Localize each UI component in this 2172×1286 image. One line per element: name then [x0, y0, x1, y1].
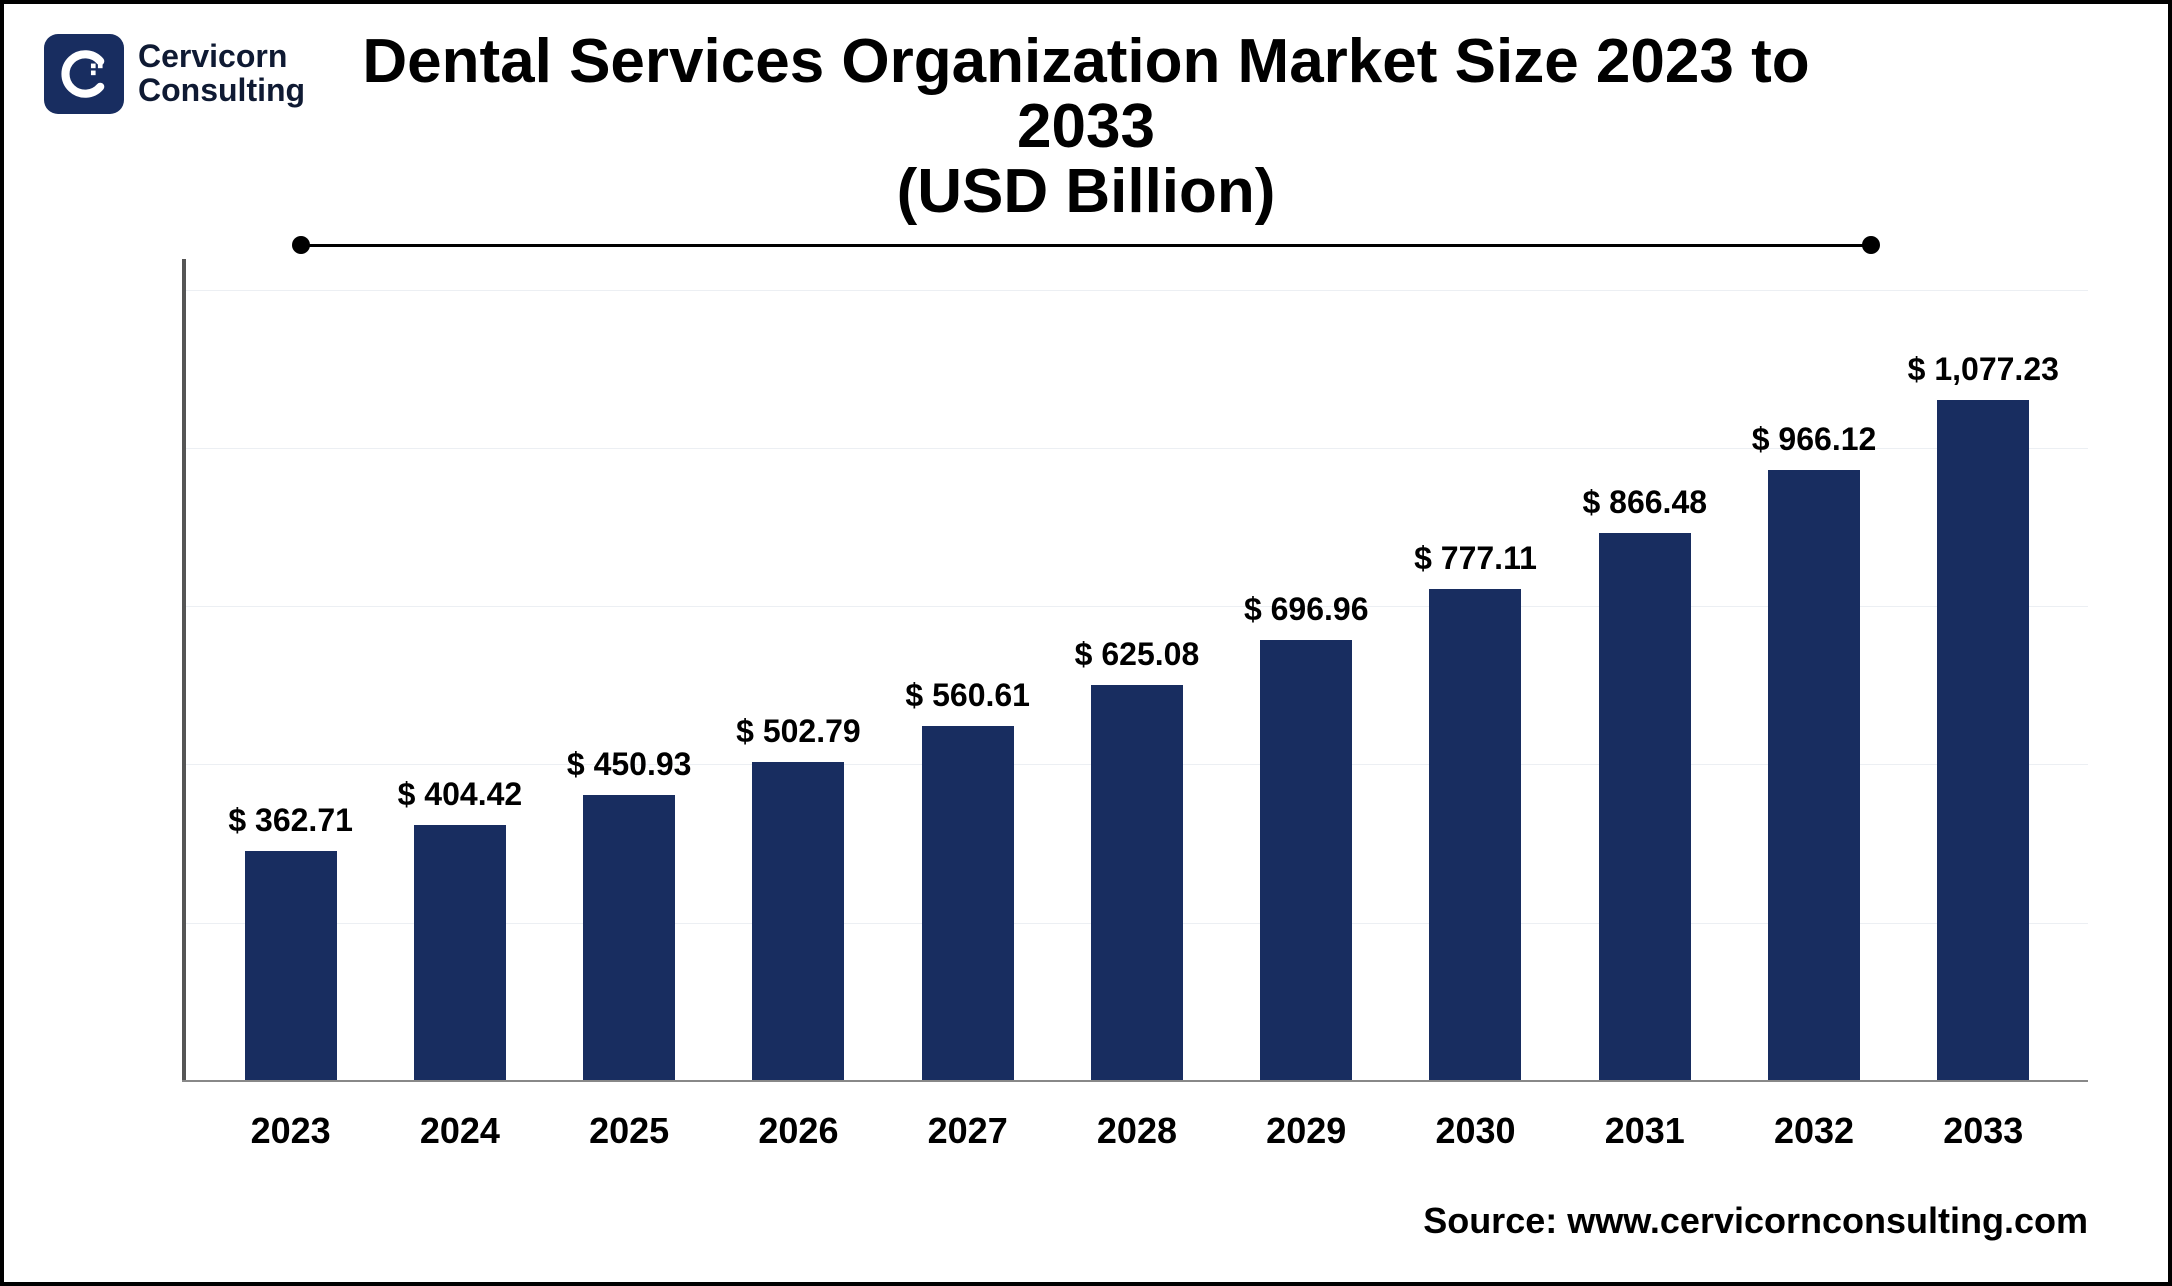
x-axis-label: 2026: [714, 1110, 883, 1152]
bar-value-label: $ 404.42: [398, 776, 523, 813]
chart-source: Source: www.cervicornconsulting.com: [1423, 1200, 2088, 1242]
x-axis-label: 2030: [1391, 1110, 1560, 1152]
bar: [245, 851, 337, 1080]
x-axis-label: 2025: [545, 1110, 714, 1152]
title-underline-line: [301, 244, 1871, 247]
brand-logo-text: Cervicorn Consulting: [138, 40, 305, 107]
bar-value-label: $ 625.08: [1075, 636, 1200, 673]
bar: [1260, 640, 1352, 1080]
chart-title-block: Dental Services Organization Market Size…: [44, 24, 2128, 254]
bar: [922, 726, 1014, 1080]
x-axis-label: 2031: [1560, 1110, 1729, 1152]
brand-name-line1: Cervicorn: [138, 40, 305, 74]
bar: [414, 825, 506, 1080]
x-axis-label: 2033: [1899, 1110, 2068, 1152]
chart-title: Dental Services Organization Market Size…: [286, 29, 1886, 224]
bar-slot: $ 404.42: [375, 259, 544, 1080]
bar: [583, 795, 675, 1080]
bar-value-label: $ 696.96: [1244, 591, 1369, 628]
brand-name-line2: Consulting: [138, 74, 305, 108]
brand-logo: Cervicorn Consulting: [44, 34, 305, 114]
x-axis-label: 2028: [1052, 1110, 1221, 1152]
bar-slot: $ 777.11: [1391, 259, 1560, 1080]
bar-value-label: $ 966.12: [1752, 421, 1877, 458]
chart-title-line1: Dental Services Organization Market Size…: [362, 27, 1809, 161]
x-axis-label: 2032: [1729, 1110, 1898, 1152]
brand-logo-mark: [44, 34, 124, 114]
bar-slot: $ 450.93: [545, 259, 714, 1080]
bar: [1091, 685, 1183, 1080]
bar-slot: $ 866.48: [1560, 259, 1729, 1080]
bar-slot: $ 625.08: [1052, 259, 1221, 1080]
bar-value-label: $ 450.93: [567, 746, 692, 783]
bar-value-label: $ 502.79: [736, 713, 861, 750]
x-axis-label: 2029: [1222, 1110, 1391, 1152]
x-axis-label: 2024: [375, 1110, 544, 1152]
title-underline: [301, 236, 1871, 254]
bar-slot: $ 362.71: [206, 259, 375, 1080]
bar: [752, 762, 844, 1080]
bar-value-label: $ 777.11: [1414, 540, 1537, 577]
bar: [1429, 589, 1521, 1080]
chart-title-line2: (USD Billion): [897, 157, 1276, 226]
bar-slot: $ 1,077.23: [1899, 259, 2068, 1080]
bar-slot: $ 696.96: [1222, 259, 1391, 1080]
brand-c-icon: [55, 45, 113, 103]
bar-value-label: $ 362.71: [228, 802, 353, 839]
chart-plot-area: $ 362.71 $ 404.42 $ 450.93 $ 502.79 $ 560.61…: [182, 259, 2088, 1082]
bar: [1599, 533, 1691, 1080]
title-underline-dot-right: [1862, 236, 1880, 254]
chart-x-labels: 2023202420252026202720282029203020312032…: [186, 1110, 2088, 1152]
bar-slot: $ 502.79: [714, 259, 883, 1080]
chart-frame: Cervicorn Consulting Dental Services Org…: [0, 0, 2172, 1286]
x-axis-label: 2027: [883, 1110, 1052, 1152]
bar-value-label: $ 560.61: [905, 677, 1030, 714]
bar-slot: $ 966.12: [1729, 259, 1898, 1080]
bar-slot: $ 560.61: [883, 259, 1052, 1080]
bar-value-label: $ 866.48: [1582, 484, 1707, 521]
bar-value-label: $ 1,077.23: [1908, 351, 2059, 388]
title-underline-dot-left: [292, 236, 310, 254]
bar: [1937, 400, 2029, 1080]
x-axis-label: 2023: [206, 1110, 375, 1152]
bar: [1768, 470, 1860, 1080]
chart-x-axis: [182, 1080, 2088, 1082]
chart-bars: $ 362.71 $ 404.42 $ 450.93 $ 502.79 $ 560.61…: [186, 259, 2088, 1080]
